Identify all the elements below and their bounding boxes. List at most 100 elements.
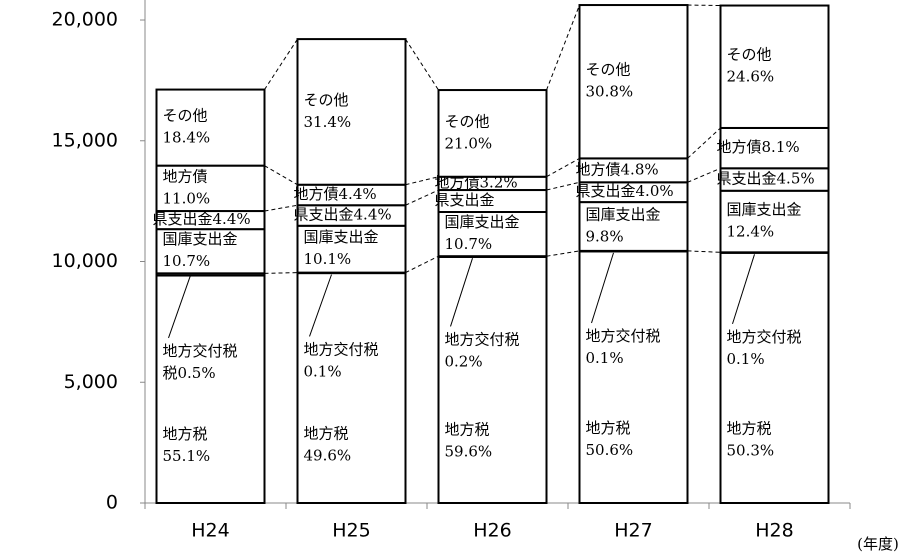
segment-label: 国庫支出金 <box>304 228 379 246</box>
y-tick-label: 10,000 <box>52 250 118 272</box>
segment-label: 地方債3.2% <box>435 173 518 191</box>
segment-label: 地方税 <box>304 425 349 443</box>
leader-line <box>168 275 191 339</box>
x-tick-label: H28 <box>755 520 793 542</box>
segment-label: 地方税 <box>163 425 208 443</box>
segment-label: その他 <box>445 112 490 130</box>
segment-percent: 4.8% <box>621 160 659 178</box>
segment-label: 県支出金4.4% <box>294 206 392 224</box>
segment-percent: 4.0% <box>636 182 674 200</box>
segment-percent: 4.4% <box>354 206 392 224</box>
segment-label: 国庫支出金 <box>163 230 238 248</box>
connector <box>405 176 439 186</box>
segment-label: 0.1% <box>586 349 624 367</box>
connector <box>546 157 580 178</box>
segment-label: 地方債4.4% <box>294 185 377 203</box>
segment-label: 12.4% <box>727 223 775 241</box>
segment-label: 24.6% <box>727 68 775 86</box>
segment-label: 0.1% <box>727 350 765 368</box>
segment-label: 地方交付税 <box>727 328 802 346</box>
connector <box>546 181 580 191</box>
segment-label: その他 <box>163 107 208 125</box>
segment-name: 地方債 <box>576 160 621 178</box>
segment-percent: 8.1% <box>762 138 800 156</box>
x-tick-label: H26 <box>473 520 511 542</box>
leader-line <box>450 258 473 327</box>
segment-percent: 4.5% <box>777 170 815 188</box>
segment-name: 地方債 <box>435 173 480 191</box>
connector <box>405 255 439 274</box>
bar-segment <box>296 38 407 186</box>
bar-segment <box>296 272 407 505</box>
segment-percent: 4.4% <box>213 210 251 228</box>
bar-segment <box>578 250 689 504</box>
connector <box>264 38 298 90</box>
bar-segment <box>437 89 548 178</box>
segment-label: 10.1% <box>304 250 352 268</box>
y-tick-label: 5,000 <box>64 371 118 393</box>
segment-label: その他 <box>727 46 772 64</box>
segment-label: その他 <box>304 91 349 109</box>
segment-label: 地方交付税 <box>304 340 379 358</box>
segment-label: 地方税 <box>586 419 631 437</box>
segment-label: 10.7% <box>163 252 211 270</box>
segment-name: 県支出金 <box>435 191 495 209</box>
segment-label: 国庫支出金 <box>727 201 802 219</box>
y-tick-label: 15,000 <box>52 129 118 151</box>
connector <box>264 272 298 274</box>
bar-segment <box>437 211 548 258</box>
bar-segment <box>719 251 830 504</box>
segment-label: 59.6% <box>445 442 493 460</box>
bar-segment <box>578 4 689 160</box>
segment-label: 地方税 <box>445 420 490 438</box>
connector <box>546 4 580 91</box>
segment-label: 地方交付税 <box>445 330 520 348</box>
segment-label: 50.3% <box>727 441 775 459</box>
segment-label: 県支出金4.0% <box>576 182 674 200</box>
leader-line <box>732 254 755 325</box>
segment-name: 地方債 <box>717 138 762 156</box>
bar-segment <box>719 4 830 129</box>
segment-label: 県支出金 <box>435 191 495 209</box>
segment-label: 税0.5% <box>163 364 216 382</box>
connector <box>687 167 721 183</box>
segment-label: 50.6% <box>586 441 634 459</box>
segment-label: 49.6% <box>304 447 352 465</box>
x-tick-label: H25 <box>332 520 370 542</box>
y-tick-label: 0 <box>106 492 118 514</box>
bar-segment <box>155 228 266 275</box>
bar-segment <box>437 255 548 504</box>
segment-label: 地方債4.8% <box>576 160 659 178</box>
x-tick-label: H27 <box>614 520 652 542</box>
segment-name: 地方債 <box>294 185 339 203</box>
connector <box>687 127 721 159</box>
leader-line <box>309 274 332 337</box>
x-tick-label: H24 <box>191 520 229 542</box>
connector <box>264 204 298 212</box>
segment-label: その他 <box>586 61 631 79</box>
connector <box>405 189 439 206</box>
segment-label: 国庫支出金 <box>586 205 661 223</box>
segment-name: 県支出金 <box>294 206 354 224</box>
segment-label: 地方債8.1% <box>717 138 800 156</box>
connector <box>264 165 298 186</box>
y-tick-label: 20,000 <box>52 9 118 31</box>
x-unit: (年度) <box>857 535 899 553</box>
segment-label: 地方税 <box>727 419 772 437</box>
connector <box>687 250 721 253</box>
segment-label: 県支出金4.5% <box>717 170 815 188</box>
segment-label: 地方債 <box>163 167 208 185</box>
bar-segment <box>155 164 266 213</box>
segment-label: 県支出金4.4% <box>153 210 251 228</box>
segment-label: 0.2% <box>445 352 483 370</box>
connector <box>546 250 580 257</box>
segment-label: 30.8% <box>586 83 634 101</box>
segment-percent: 3.2% <box>480 173 518 191</box>
segment-label: 11.0% <box>163 189 211 207</box>
segment-label: 31.4% <box>304 113 352 131</box>
segment-name: 県支出金 <box>153 210 213 228</box>
bar-segment <box>155 88 266 167</box>
leader-line <box>591 252 614 324</box>
bar-segment <box>155 274 266 504</box>
